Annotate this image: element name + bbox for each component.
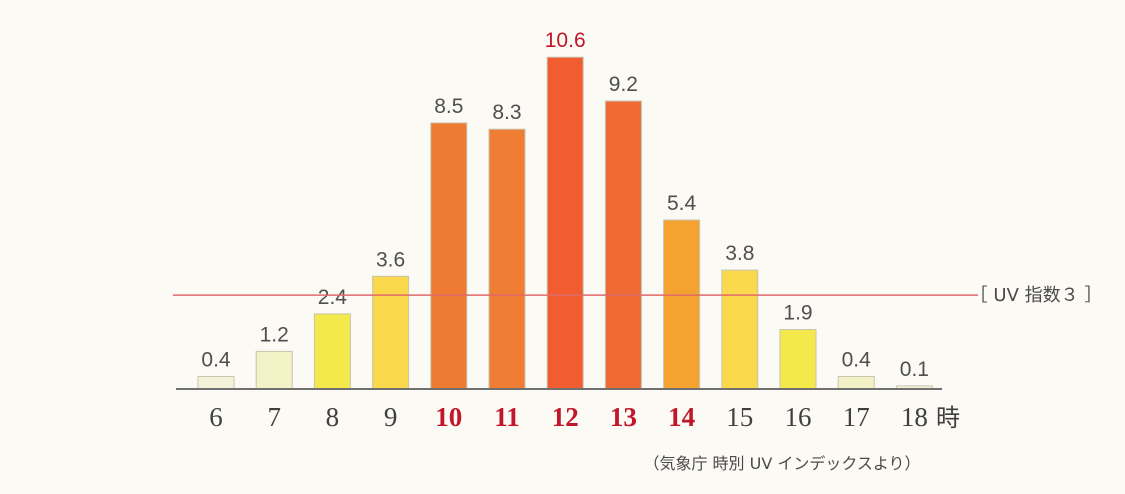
value-label-13: 9.2 (609, 73, 638, 96)
bar-12 (546, 56, 584, 390)
bar-8 (313, 313, 351, 390)
x-axis-unit-label: 時 (936, 404, 960, 432)
value-label-17: 0.4 (842, 349, 872, 372)
bar-16 (779, 329, 817, 390)
x-tick-7: 7 (267, 402, 281, 432)
x-tick-17: 17 (843, 402, 870, 432)
bar-11 (488, 128, 526, 390)
x-tick-10: 10 (435, 402, 462, 432)
bar-15 (721, 269, 759, 390)
value-label-7: 1.2 (260, 323, 289, 346)
value-label-16: 1.9 (783, 302, 812, 325)
bars-group (197, 56, 933, 390)
value-label-15: 3.8 (725, 242, 754, 265)
x-tick-15: 15 (726, 402, 753, 432)
value-label-10: 8.5 (434, 95, 463, 118)
x-tick-16: 16 (785, 402, 812, 432)
value-label-14: 5.4 (667, 192, 697, 215)
x-tick-11: 11 (494, 402, 520, 432)
bar-17 (837, 376, 875, 390)
bar-10 (430, 122, 468, 390)
bar-9 (372, 275, 410, 390)
bar-14 (663, 219, 701, 390)
value-labels-group: 0.4 1.2 2.4 3.6 8.5 8.3 10.6 9.2 5.4 3.8 1.9 0.4 0.1 (201, 29, 929, 381)
x-tick-labels-group: 6 7 8 9 10 11 12 13 14 15 16 17 18 (209, 402, 928, 432)
x-tick-9: 9 (384, 402, 398, 432)
value-label-9: 3.6 (376, 248, 405, 271)
bar-6 (197, 376, 235, 390)
bar-7 (255, 350, 293, 390)
value-label-18: 0.1 (900, 358, 929, 381)
uv-index-3-reference-label: ［ UV 指数３ ］ (970, 285, 1103, 306)
value-label-12: 10.6 (545, 29, 586, 52)
x-tick-14: 14 (668, 402, 695, 432)
x-tick-13: 13 (610, 402, 637, 432)
x-tick-12: 12 (552, 402, 579, 432)
x-tick-6: 6 (209, 402, 223, 432)
x-tick-8: 8 (326, 402, 340, 432)
value-label-11: 8.3 (492, 101, 521, 124)
value-label-8: 2.4 (318, 286, 348, 309)
bar-13 (604, 100, 642, 390)
value-label-6: 0.4 (201, 349, 231, 372)
source-note: （気象庁 時別 UV インデックスより） (643, 454, 920, 473)
x-tick-18: 18 (901, 402, 928, 432)
